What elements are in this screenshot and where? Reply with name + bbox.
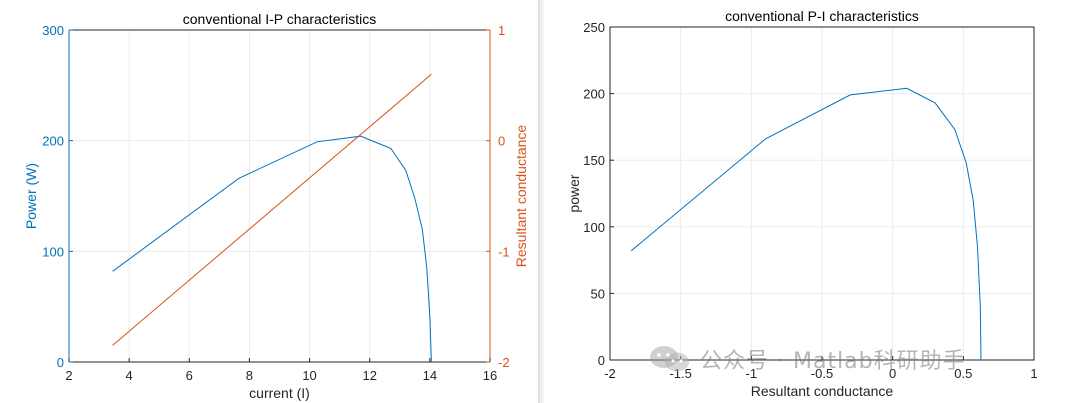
x-tick-label: 8	[246, 368, 253, 383]
y-tick-label: 200	[42, 134, 64, 149]
window-divider	[538, 0, 544, 403]
y-right-axis-label: Resultant conductance	[513, 125, 529, 268]
pi-chart: -2 -1.5 -1 -0.5 0 0.5 1 0 50 100 150 200 250 conventi…	[566, 8, 1038, 399]
y-tick-label: 200	[583, 87, 605, 102]
y-tick-label: 100	[42, 244, 64, 259]
y-right-tick-label: 1	[498, 23, 505, 38]
series-line-1	[112, 73, 432, 346]
y-tick-label: 0	[598, 353, 605, 368]
x-tick-label: 2	[65, 368, 72, 383]
y-tick-label: 50	[591, 286, 605, 301]
y-right-tick-label: -2	[498, 355, 510, 370]
chart-title: conventional P-I characteristics	[725, 8, 919, 24]
left-figure-panel: 2 4 6 8 10 12 14 16 0 100 200 300 -2 -1 0 1 conventional…	[0, 0, 538, 403]
x-tick-label: -0.5	[811, 366, 833, 381]
series-line-0	[630, 87, 982, 361]
x-tick-label: 14	[423, 368, 437, 383]
x-tick-label: -1	[746, 366, 758, 381]
y-tick-label: 0	[57, 355, 64, 370]
x-tick-label: 0	[889, 366, 896, 381]
x-tick-label: 0.5	[954, 366, 972, 381]
y-tick-label: 150	[583, 153, 605, 168]
y-tick-label: 100	[583, 220, 605, 235]
x-tick-label: 12	[362, 368, 376, 383]
grid-lines	[609, 26, 1035, 361]
x-tick-label: 10	[302, 368, 316, 383]
y-tick-label: 250	[583, 20, 605, 35]
x-tick-label: -1.5	[669, 366, 691, 381]
y-axis-label: power	[566, 174, 582, 212]
y-right-tick-label: 0	[498, 134, 505, 149]
x-tick-label: 6	[186, 368, 193, 383]
right-figure-panel: -2 -1.5 -1 -0.5 0 0.5 1 0 50 100 150 200 250 conventi…	[544, 0, 1080, 403]
x-tick-label: 16	[483, 368, 497, 383]
grid-lines	[68, 29, 491, 363]
ip-chart: 2 4 6 8 10 12 14 16 0 100 200 300 -2 -1 0 1 conventional…	[23, 11, 529, 401]
x-axis-label: Resultant conductance	[751, 383, 894, 399]
y-tick-label: 300	[42, 23, 64, 38]
chart-title: conventional I-P characteristics	[183, 11, 377, 27]
y-axis-label: Power (W)	[23, 163, 39, 229]
series-line-0	[112, 135, 432, 363]
x-tick-label: 4	[126, 368, 133, 383]
x-tick-label: -2	[604, 366, 616, 381]
x-axis-label: current (I)	[249, 385, 310, 401]
x-tick-label: 1	[1030, 366, 1037, 381]
y-right-tick-label: -1	[498, 244, 510, 259]
